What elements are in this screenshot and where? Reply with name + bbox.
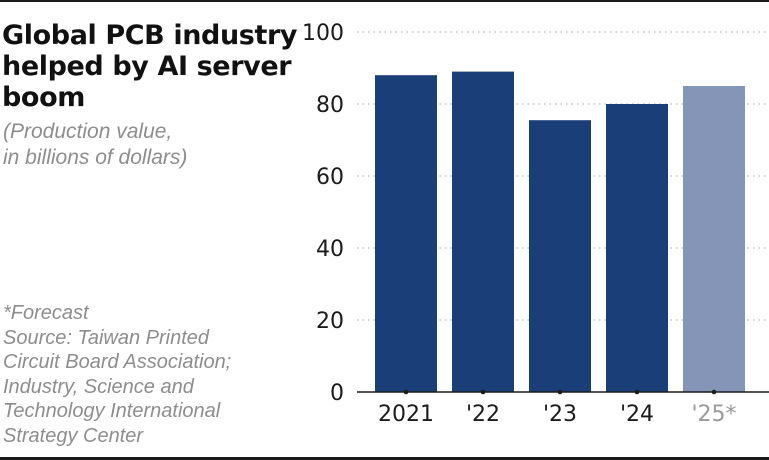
- source-line: Technology International: [3, 400, 221, 422]
- y-tick-label: 0: [330, 381, 344, 406]
- subtitle-line: (Production value,: [3, 120, 173, 143]
- bottom-rule: [0, 457, 769, 460]
- x-axis: [357, 389, 769, 395]
- y-tick-label: 80: [316, 93, 344, 118]
- top-rule: [0, 0, 769, 2]
- y-tick-label: 60: [316, 165, 344, 190]
- bar: [529, 120, 591, 392]
- x-axis-labels: 2021 '22 '23 '24 '25*: [378, 402, 737, 427]
- subtitle-line: in billions of dollars): [3, 146, 188, 169]
- x-tick-label: 2021: [378, 402, 434, 427]
- chart-subtitle: (Production value, in billions of dollar…: [3, 119, 293, 171]
- source-line: Industry, Science and: [3, 375, 194, 398]
- y-tick-label: 20: [316, 309, 344, 334]
- x-tick-dot: [557, 389, 563, 395]
- x-tick-dot: [634, 389, 640, 395]
- x-tick-label: '24: [620, 402, 654, 427]
- source-line: Source: Taiwan Printed: [3, 326, 210, 349]
- x-tick-dot: [480, 389, 486, 395]
- bar: [375, 75, 437, 392]
- y-tick-label: 100: [302, 21, 344, 46]
- source-line: Strategy Center: [3, 424, 144, 447]
- bar-forecast: [683, 86, 745, 392]
- y-tick-label: 40: [316, 237, 344, 262]
- bar: [452, 71, 514, 392]
- x-tick-dot: [711, 389, 717, 395]
- bars: [375, 71, 745, 392]
- chart-title: Global PCB industry helped by AI server …: [2, 20, 298, 113]
- footnote: *Forecast Source: Taiwan Printed Circuit…: [3, 301, 303, 448]
- x-tick-label: '23: [543, 402, 577, 427]
- y-axis-ticks: 0 20 40 60 80 100: [302, 21, 344, 406]
- bar: [606, 104, 668, 392]
- x-tick-label: '22: [466, 402, 500, 427]
- x-tick-dot: [403, 389, 409, 395]
- source-line: Circuit Board Association;: [3, 351, 232, 373]
- forecast-note: *Forecast: [3, 302, 89, 324]
- x-tick-label: '25*: [691, 402, 736, 427]
